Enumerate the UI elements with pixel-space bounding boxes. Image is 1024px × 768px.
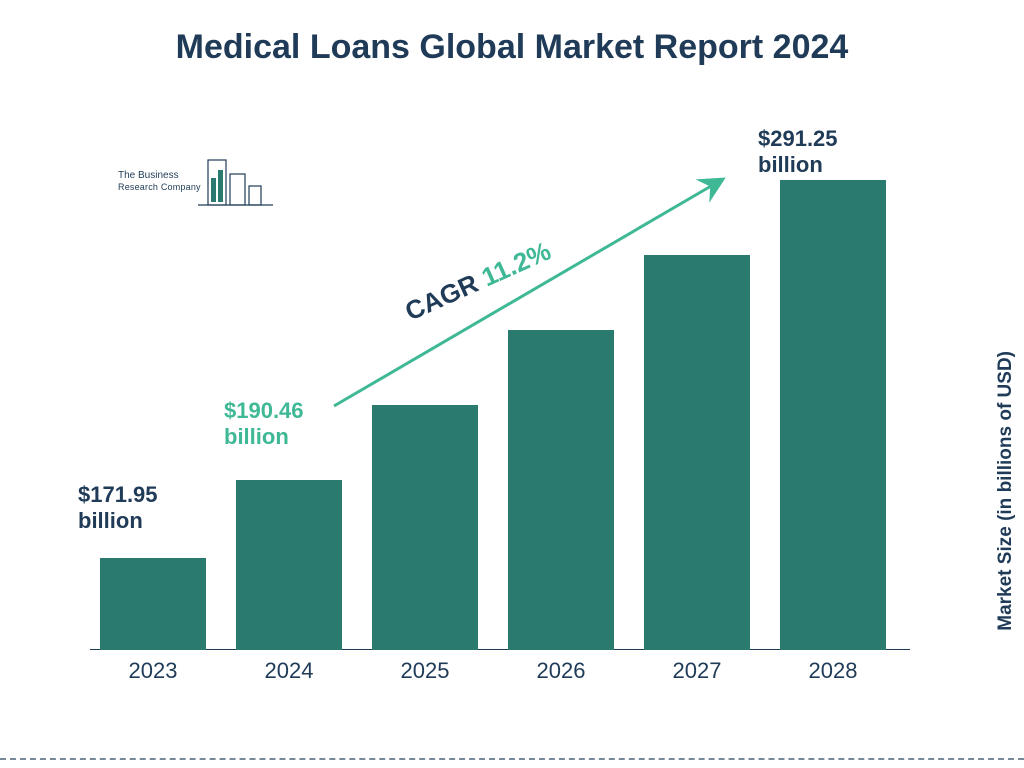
xlabel-2024: 2024 (236, 658, 342, 684)
xlabel-2028: 2028 (780, 658, 886, 684)
y-axis-label: Market Size (in billions of USD) (995, 351, 1017, 631)
bar-2025 (372, 405, 478, 650)
bar-2027 (644, 255, 750, 650)
xlabel-2023: 2023 (100, 658, 206, 684)
value-label-2023: $171.95 billion (78, 482, 228, 535)
bar-2024 (236, 480, 342, 650)
bar-chart: 2023 2024 2025 2026 2027 2028 (90, 130, 910, 690)
xlabel-2025: 2025 (372, 658, 478, 684)
bar-2026 (508, 330, 614, 650)
xlabel-2027: 2027 (644, 658, 750, 684)
bar-2023 (100, 558, 206, 650)
chart-title: Medical Loans Global Market Report 2024 (0, 28, 1024, 67)
bar-2028 (780, 180, 886, 650)
value-label-2024: $190.46 billion (224, 398, 374, 451)
value-label-2028: $291.25 billion (758, 126, 908, 179)
xlabel-2026: 2026 (508, 658, 614, 684)
page-bottom-divider (0, 758, 1024, 760)
